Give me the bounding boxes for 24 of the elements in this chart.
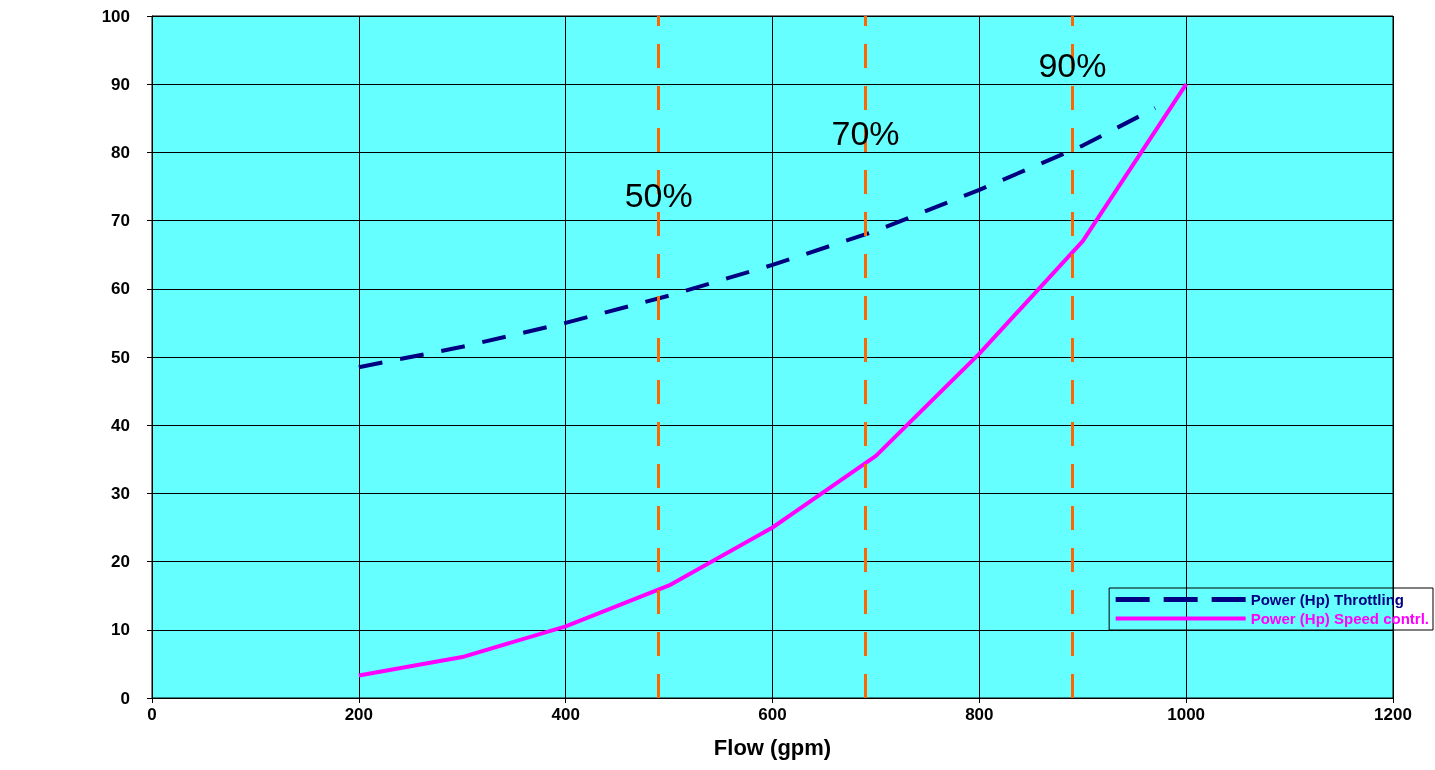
x-tick-label: 800 [965,705,994,724]
y-tick-label: 90 [111,74,130,94]
y-tick-label: 100 [101,6,130,26]
annotation: 70% [831,114,900,153]
y-tick-label: 20 [111,552,130,572]
y-tick-label: 60 [111,279,130,299]
x-tick-label: 600 [758,705,787,724]
y-tick-label: 10 [111,620,130,640]
annotation: 90% [1038,46,1107,85]
line-series [356,82,1189,678]
y-tick-label: 50 [111,347,130,367]
y-tick-label: 30 [111,483,130,503]
x-tick-label: 1200 [1374,705,1412,724]
x-axis-title: Flow (gpm) [713,734,832,760]
x-tick-label: 200 [344,705,374,724]
y-tick-label: 40 [111,415,130,435]
line-series [356,106,1158,370]
x-tick-label: 1000 [1167,705,1206,724]
x-tick-label: 400 [551,705,580,724]
y-tick-label: 80 [111,142,130,162]
y-tick-label: 70 [111,211,130,231]
y-tick-label: 0 [120,688,130,708]
annotation: 50% [624,175,693,214]
x-tick-label: 0 [147,705,157,724]
